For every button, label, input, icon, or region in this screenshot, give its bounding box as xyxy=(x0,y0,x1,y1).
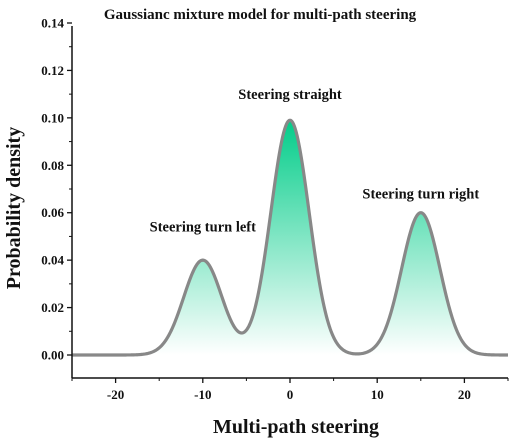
x-axis-title: Multi-path steering xyxy=(213,416,379,438)
peak-annotation: Steering turn left xyxy=(150,220,256,236)
y-tick-label: 0.04 xyxy=(41,253,64,268)
y-axis-title: Probability density xyxy=(3,127,25,289)
y-tick-label: 0.06 xyxy=(41,205,64,220)
peak-annotation: Steering turn right xyxy=(362,186,479,202)
y-tick-label: 0.12 xyxy=(41,63,64,78)
chart-title: Gaussianc mixture model for multi-path s… xyxy=(104,7,417,23)
y-tick-label: 0.10 xyxy=(41,110,64,125)
y-tick-label: 0.00 xyxy=(41,348,64,363)
x-tick-label: 10 xyxy=(371,387,384,402)
x-tick-label: 0 xyxy=(287,387,294,402)
x-axis-ticks: -20 -10 0 10 20 xyxy=(71,378,509,402)
y-tick-label: 0.08 xyxy=(41,158,64,173)
plot-area xyxy=(71,118,509,357)
density-curve xyxy=(71,118,509,357)
y-tick-label: 0.02 xyxy=(41,300,64,315)
annotations: Steering turn left Steering straight Steer… xyxy=(150,87,480,236)
y-tick-label: 0.14 xyxy=(41,16,64,31)
y-axis-ticks: 0.00 0.02 0.04 0.06 0.08 0.10 0.12 0.14 xyxy=(41,16,72,363)
x-tick-label: -10 xyxy=(194,387,211,402)
density-area-fill xyxy=(72,120,508,355)
x-tick-label: -20 xyxy=(107,387,124,402)
peak-annotation: Steering straight xyxy=(238,87,342,103)
x-tick-label: 20 xyxy=(458,387,471,402)
